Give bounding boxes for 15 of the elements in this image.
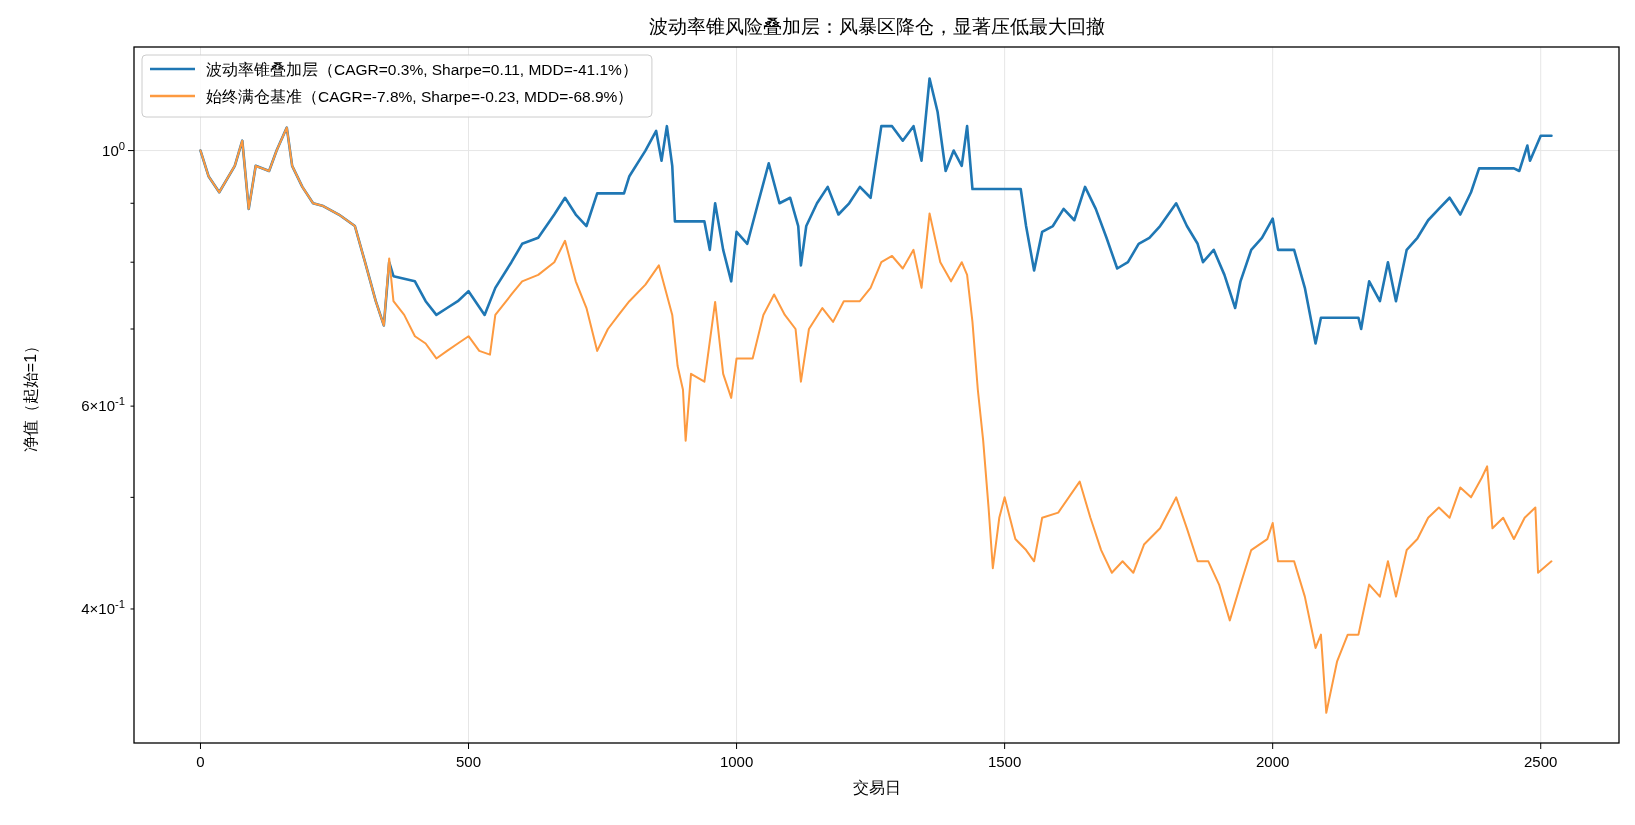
y-tick-label: 6×10$^{-1}$	[81, 395, 125, 415]
x-tick-label: 500	[456, 753, 482, 770]
y-axis-title: 净值（起始=1）	[22, 337, 39, 453]
legend-label: 波动率锥叠加层（CAGR=0.3%, Sharpe=0.11, MDD=-41.1%）	[206, 61, 638, 78]
y-tick-label: 10$^{0}$	[102, 139, 125, 159]
line-series	[199, 126, 1553, 714]
chart-title: 波动率锥风险叠加层：风暴区降仓，显著压低最大回撤	[648, 16, 1105, 37]
x-axis-title: 交易日	[852, 779, 901, 796]
x-tick-label: 0	[196, 753, 205, 770]
x-tick-label: 1000	[719, 753, 754, 770]
x-tick-label: 1500	[987, 753, 1022, 770]
legend-label: 始终满仓基准（CAGR=-7.8%, Sharpe=-0.23, MDD=-68.9%）	[206, 88, 634, 105]
x-tick-label: 2000	[1255, 753, 1290, 770]
y-tick-label: 4×10$^{-1}$	[81, 597, 125, 617]
x-tick-label: 2500	[1524, 753, 1558, 770]
